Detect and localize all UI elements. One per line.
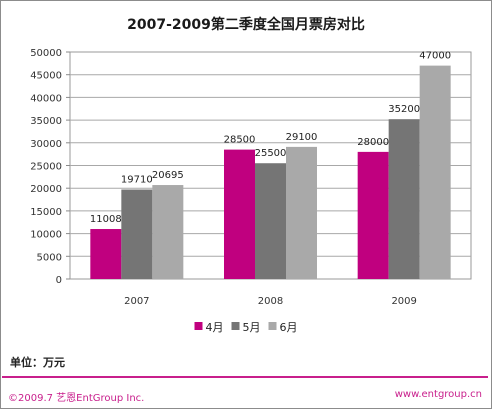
copyright-text: ©2009.7 艺恩EntGroup Inc.: [8, 393, 145, 404]
bar: [90, 229, 122, 279]
data-label: 35200: [388, 104, 420, 115]
chart-title: 2007-2009第二季度全国月票房对比: [127, 17, 365, 33]
unit-label: 单位：万元: [10, 356, 65, 369]
footer-divider: [2, 376, 488, 378]
x-tick-label: 2008: [258, 296, 283, 307]
bar: [419, 65, 451, 280]
bar: [255, 163, 286, 279]
data-label: 47000: [419, 51, 451, 62]
legend-swatch: [268, 322, 277, 330]
legend-label: 4月: [206, 321, 224, 334]
data-labels: 11008 19710 20695 28500 25500 29100 28000 35200…: [90, 51, 451, 225]
bar: [121, 189, 153, 279]
legend-swatch: [194, 322, 203, 330]
data-label: 28500: [224, 135, 256, 146]
y-tick-label: 0: [56, 275, 62, 286]
data-label: 28000: [357, 137, 389, 148]
legend-swatch: [231, 322, 240, 330]
bar: [152, 185, 184, 279]
y-tick-label: 20000: [30, 184, 62, 195]
data-label: 11008: [90, 214, 122, 225]
bar: [388, 119, 420, 279]
data-label: 20695: [152, 170, 184, 181]
y-tick-label: 50000: [30, 48, 62, 59]
x-axis-ticks: 2007 2008 2009: [124, 296, 417, 307]
y-tick-label: 35000: [30, 116, 62, 127]
y-tick-label: 40000: [30, 93, 62, 104]
data-label: 19710: [121, 175, 153, 186]
bar: [357, 151, 389, 279]
y-tick-label: 45000: [30, 71, 62, 82]
website-link[interactable]: www.entgroup.cn: [394, 389, 482, 400]
y-tick-label: 25000: [30, 162, 62, 173]
data-label: 29100: [286, 132, 318, 143]
legend: 4月 5月 6月: [194, 321, 298, 334]
legend-label: 6月: [280, 321, 298, 334]
bar: [224, 149, 255, 279]
legend-label: 5月: [243, 321, 261, 334]
x-tick-label: 2007: [124, 296, 149, 307]
y-tick-label: 15000: [30, 207, 62, 218]
y-tick-label: 30000: [30, 139, 62, 150]
bar: [286, 146, 317, 279]
x-tick-label: 2009: [391, 296, 416, 307]
y-axis-ticks: 0 5000 10000 15000 20000 25000 30000 35000 40000…: [30, 48, 70, 286]
bars: [90, 65, 451, 280]
y-tick-label: 10000: [30, 230, 62, 241]
data-label: 25500: [255, 148, 287, 159]
y-tick-label: 5000: [37, 252, 62, 263]
